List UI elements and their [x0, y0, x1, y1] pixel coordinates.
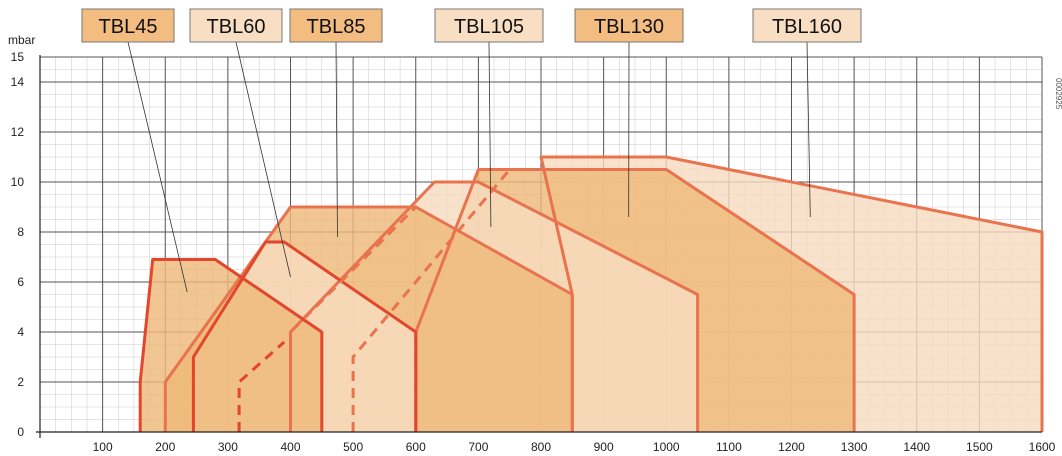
working-field-dashed-limits — [237, 168, 511, 432]
tbl60-outline — [191, 240, 418, 432]
x-tick-label: 1400 — [903, 440, 930, 454]
x-tick-label: 700 — [468, 440, 488, 454]
tbl85-leader-line — [335, 41, 338, 238]
y-tick-label: 10 — [11, 175, 25, 189]
tbl160-label-box — [752, 8, 862, 43]
series-labels: TBL45 TBL60 TBL85 TBL105 TBL130 TBL160 — [81, 8, 862, 43]
x-tick-label: 800 — [531, 440, 551, 454]
tbl85-label: TBL85 — [307, 16, 366, 38]
tbl105-label: TBL105 — [454, 16, 524, 38]
x-tick-label: 1100 — [716, 440, 742, 454]
tbl160-label: TBL160 — [772, 16, 842, 38]
y-tick-label: 4 — [17, 325, 24, 339]
tbl130-label-box — [574, 8, 684, 43]
x-tick-label: 1000 — [653, 440, 680, 454]
working-field-areas — [140, 157, 1042, 432]
tbl85-label-box — [289, 8, 383, 43]
x-tick-label: 400 — [280, 440, 300, 454]
y-tick-label: 0 — [17, 425, 24, 439]
y-tick-label: 15 — [11, 50, 25, 64]
x-tick-label: 100 — [93, 440, 113, 454]
tbl60-leader-line — [235, 41, 291, 278]
x-tick-label: 200 — [155, 440, 175, 454]
tbl45-label-box — [81, 8, 175, 43]
x-tick-label: 1500 — [966, 440, 993, 454]
x-tick-label: 500 — [343, 440, 363, 454]
tbl45-leader-line — [127, 41, 188, 293]
label-leader-lines — [127, 41, 811, 293]
y-axis-unit-label: mbar — [8, 33, 35, 47]
tbl60-label-box — [189, 8, 283, 43]
x-tick-label: 900 — [594, 440, 614, 454]
tbl85-outline — [163, 205, 574, 432]
tbl45-label: TBL45 — [99, 16, 158, 38]
tick-labels: 0 2 4 6 8 10 12 14 15 100 200 300 400 500 600 700 800 900… — [11, 50, 1056, 454]
tbl160-leader-line — [806, 41, 811, 218]
tbl60-label: TBL60 — [207, 16, 266, 38]
x-tick-label: 600 — [406, 440, 426, 454]
x-tick-label: 300 — [218, 440, 238, 454]
x-tick-label: 1300 — [841, 440, 868, 454]
tbl105-outline — [289, 180, 700, 432]
axes — [36, 55, 1042, 438]
y-tick-label: 2 — [17, 375, 24, 389]
y-tick-label: 12 — [11, 125, 25, 139]
tbl60-dashed-limit — [237, 340, 286, 432]
y-tick-label: 14 — [11, 75, 25, 89]
tbl105-label-box — [434, 8, 544, 43]
y-tick-label: 8 — [17, 225, 24, 239]
y-tick-label: 6 — [17, 275, 24, 289]
x-tick-label: 1200 — [778, 440, 805, 454]
x-tick-label: 1600 — [1029, 440, 1056, 454]
tbl130-label: TBL130 — [594, 16, 664, 38]
working-field-outlines — [138, 155, 1044, 432]
document-code: 0002925 — [1054, 78, 1062, 110]
tbl105-dashed-limit — [351, 168, 511, 432]
tbl105-leader-line — [488, 41, 492, 228]
tbl45-outline — [138, 258, 324, 432]
